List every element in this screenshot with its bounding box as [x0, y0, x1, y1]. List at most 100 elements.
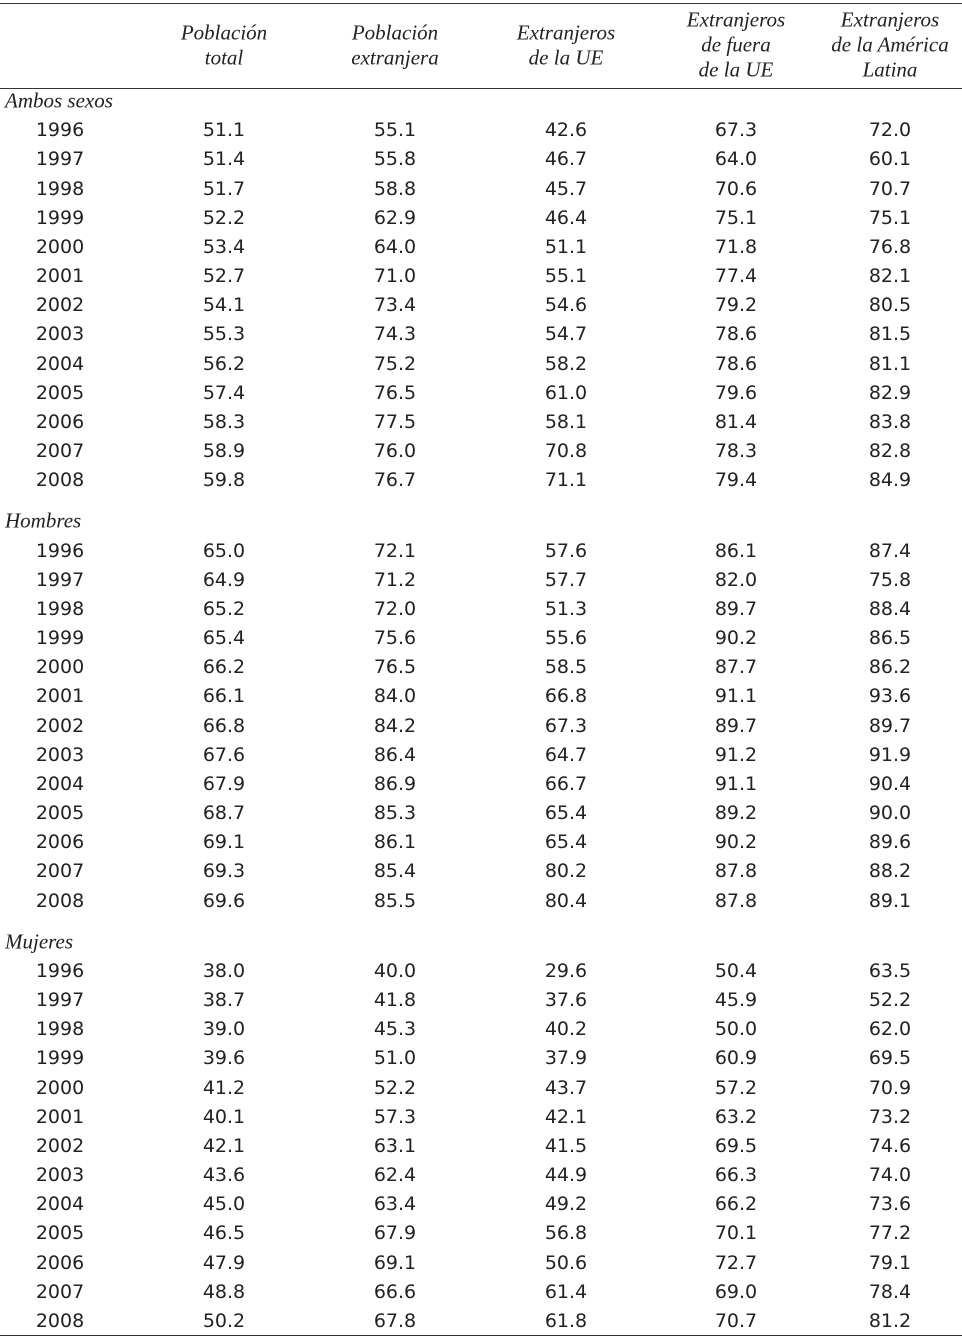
value-cell: 69.1: [202, 831, 246, 854]
value-cell: 62.0: [868, 1018, 912, 1041]
value-cell: 46.4: [544, 206, 588, 229]
value-cell: 45.3: [373, 1018, 417, 1041]
value-cell: 50.0: [714, 1018, 758, 1041]
value-cell: 61.0: [544, 381, 588, 404]
value-cell: 66.7: [544, 772, 588, 795]
value-cell: 52.2: [373, 1076, 417, 1099]
value-cell: 51.3: [544, 597, 588, 620]
value-cell: 56.8: [544, 1222, 588, 1245]
value-cell: 89.7: [714, 597, 758, 620]
value-cell: 87.8: [714, 889, 758, 912]
value-cell: 51.0: [373, 1047, 417, 1070]
year-cell: 2005: [35, 802, 85, 825]
year-cell: 2006: [35, 831, 85, 854]
value-cell: 91.2: [714, 743, 758, 766]
value-cell: 86.1: [373, 831, 417, 854]
value-cell: 46.7: [544, 148, 588, 171]
value-cell: 61.8: [544, 1309, 588, 1332]
value-cell: 78.4: [868, 1280, 912, 1303]
value-cell: 87.4: [868, 539, 912, 562]
value-cell: 51.1: [544, 235, 588, 258]
value-cell: 88.2: [868, 860, 912, 883]
value-cell: 64.7: [544, 743, 588, 766]
value-cell: 62.9: [373, 206, 417, 229]
column-header: Población: [180, 20, 268, 44]
bottom-rule: [0, 1335, 962, 1336]
value-cell: 66.6: [373, 1280, 417, 1303]
value-cell: 91.1: [714, 772, 758, 795]
value-cell: 63.4: [373, 1193, 417, 1216]
column-header: de fuera: [701, 32, 771, 57]
value-cell: 78.3: [714, 440, 758, 463]
value-cell: 66.8: [202, 714, 246, 737]
value-cell: 87.8: [714, 860, 758, 883]
value-cell: 79.1: [868, 1251, 912, 1274]
value-cell: 54.6: [544, 294, 588, 317]
value-cell: 74.6: [868, 1134, 912, 1157]
year-cell: 2008: [35, 469, 85, 492]
value-cell: 51.4: [202, 148, 246, 171]
value-cell: 57.3: [373, 1105, 417, 1128]
value-cell: 67.9: [202, 772, 246, 795]
value-cell: 29.6: [544, 959, 588, 982]
value-cell: 84.9: [868, 469, 912, 492]
year-cell: 1999: [35, 1047, 85, 1070]
value-cell: 47.9: [202, 1251, 246, 1274]
value-cell: 39.6: [202, 1047, 246, 1070]
value-cell: 70.1: [714, 1222, 758, 1245]
value-cell: 77.5: [373, 410, 417, 433]
year-cell: 1999: [35, 627, 85, 650]
value-cell: 65.4: [544, 831, 588, 854]
value-cell: 86.1: [714, 539, 758, 562]
value-cell: 81.1: [868, 352, 912, 375]
value-cell: 60.1: [868, 148, 912, 171]
value-cell: 55.6: [544, 627, 588, 650]
value-cell: 76.8: [868, 235, 912, 258]
year-cell: 1997: [35, 148, 85, 171]
column-header: de la América: [831, 32, 949, 57]
value-cell: 57.2: [714, 1076, 758, 1099]
value-cell: 70.7: [714, 1309, 758, 1332]
column-header: Extranjeros: [840, 7, 940, 32]
column-header: Latina: [862, 57, 918, 82]
value-cell: 40.2: [544, 1018, 588, 1041]
value-cell: 84.2: [373, 714, 417, 737]
year-cell: 2007: [35, 1280, 85, 1303]
section-label: Hombres: [5, 508, 82, 533]
value-cell: 75.2: [373, 352, 417, 375]
value-cell: 69.3: [202, 860, 246, 883]
value-cell: 89.2: [714, 802, 758, 825]
year-cell: 2005: [35, 1222, 85, 1245]
value-cell: 85.3: [373, 802, 417, 825]
year-cell: 2002: [35, 1134, 85, 1157]
value-cell: 74.3: [373, 323, 417, 346]
value-cell: 67.6: [202, 743, 246, 766]
value-cell: 41.2: [202, 1076, 246, 1099]
value-cell: 76.7: [373, 469, 417, 492]
value-cell: 71.0: [373, 265, 417, 288]
year-cell: 2002: [35, 714, 85, 737]
year-cell: 2001: [35, 685, 85, 708]
value-cell: 42.6: [544, 119, 588, 142]
value-cell: 41.5: [544, 1134, 588, 1157]
value-cell: 63.2: [714, 1105, 758, 1128]
value-cell: 69.0: [714, 1280, 758, 1303]
value-cell: 45.7: [544, 177, 588, 200]
value-cell: 62.4: [373, 1164, 417, 1187]
value-cell: 76.5: [373, 656, 417, 679]
year-cell: 2002: [35, 294, 85, 317]
value-cell: 51.1: [202, 119, 246, 142]
value-cell: 81.4: [714, 410, 758, 433]
value-cell: 75.8: [868, 568, 912, 591]
value-cell: 56.2: [202, 352, 246, 375]
year-cell: 2007: [35, 440, 85, 463]
value-cell: 55.1: [544, 265, 588, 288]
value-cell: 45.0: [202, 1193, 246, 1216]
value-cell: 55.3: [202, 323, 246, 346]
value-cell: 51.7: [202, 177, 246, 200]
year-cell: 2003: [35, 323, 85, 346]
year-cell: 1998: [35, 1018, 85, 1041]
year-cell: 2000: [35, 1076, 85, 1099]
value-cell: 73.2: [868, 1105, 912, 1128]
